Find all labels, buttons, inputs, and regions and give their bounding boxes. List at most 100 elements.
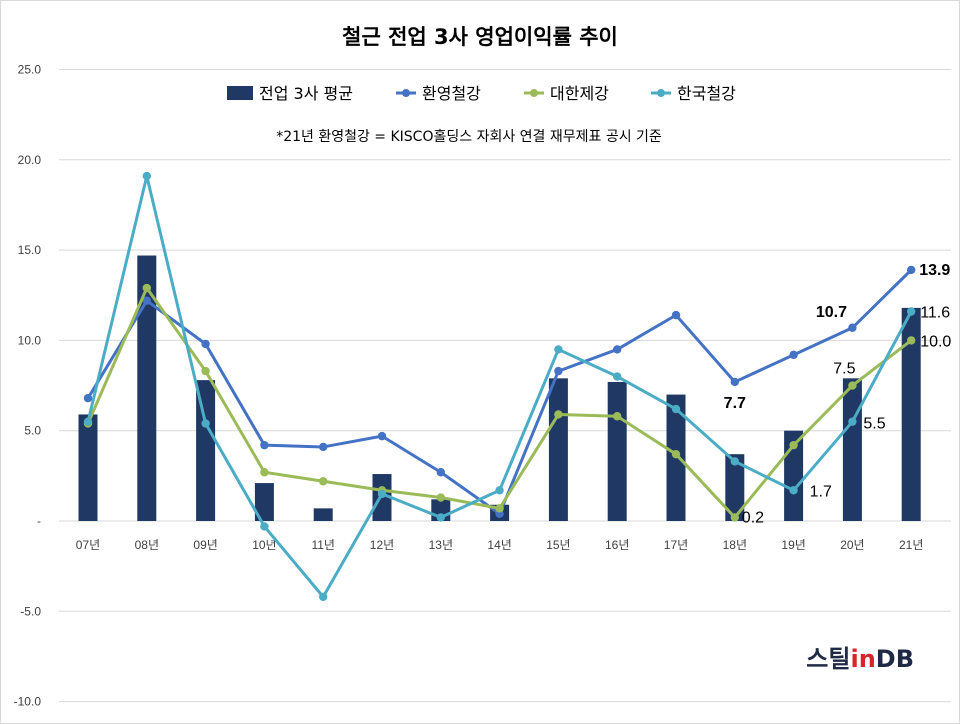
series-point <box>201 339 210 349</box>
bar <box>901 307 921 521</box>
data-label: 1.7 <box>810 483 832 500</box>
y-tick-label: 15.0 <box>18 243 42 257</box>
bar <box>842 378 862 521</box>
y-tick-label: - <box>37 514 41 528</box>
x-tick-label: 19년 <box>781 538 805 552</box>
legend-item: 환영철강 <box>396 84 481 103</box>
data-label: 7.5 <box>833 361 855 378</box>
x-tick-label: 16년 <box>605 538 629 552</box>
legend-item: 전업 3사 평균 <box>227 84 353 103</box>
gridlines <box>59 69 951 703</box>
series-point <box>495 486 504 495</box>
series-point <box>142 171 151 181</box>
bar <box>137 255 157 521</box>
x-tick-label: 08년 <box>135 538 159 552</box>
x-tick-label: 11년 <box>311 538 335 552</box>
data-label: 11.6 <box>920 305 950 322</box>
bar <box>196 380 216 521</box>
series-point <box>554 366 563 376</box>
series-point <box>671 310 681 320</box>
x-tick-label: 14년 <box>487 538 511 552</box>
series-point <box>613 372 622 381</box>
series-point <box>613 412 622 421</box>
series-point <box>319 477 328 486</box>
series-point <box>377 431 387 441</box>
line-series <box>83 171 916 602</box>
data-label: 10.0 <box>920 333 951 350</box>
series-point <box>730 457 739 466</box>
bar <box>254 483 274 521</box>
logo: 스틸inDB <box>806 645 914 673</box>
series-point <box>907 336 916 345</box>
bar <box>313 508 333 521</box>
legend-marker <box>657 89 665 97</box>
series-point <box>436 468 445 477</box>
data-label: 13.9 <box>919 262 950 279</box>
series-point <box>730 513 739 522</box>
series-point <box>613 345 622 354</box>
bar <box>78 414 98 521</box>
legend-item: 대한제강 <box>524 84 609 103</box>
legend-marker <box>530 89 538 97</box>
chart-note: *21년 환영철강 = KISCO홀딩스 자회사 연결 재무제표 공시 기준 <box>276 129 662 145</box>
legend-label: 환영철강 <box>422 84 481 103</box>
series-point <box>495 504 504 513</box>
legend: 전업 3사 평균 환영철강 대한제강 한국철강 <box>227 84 736 103</box>
series-point <box>83 393 93 403</box>
series-point <box>142 296 151 305</box>
series-point <box>142 283 151 293</box>
series-point <box>848 323 857 332</box>
series-point <box>554 345 563 354</box>
series-point <box>436 493 445 502</box>
series-point <box>201 366 210 376</box>
x-tick-label: 07년 <box>76 538 100 552</box>
series-point <box>554 410 563 419</box>
data-label: 7.7 <box>724 395 746 412</box>
series-point <box>789 440 798 450</box>
data-label: 0.2 <box>742 509 764 526</box>
series-point <box>201 419 210 428</box>
y-tick-label: 10.0 <box>18 333 42 347</box>
legend-label: 한국철강 <box>677 84 736 103</box>
bar <box>607 381 627 521</box>
y-tick-label: 25.0 <box>18 63 42 77</box>
series-point <box>907 307 916 316</box>
series-point <box>436 513 445 522</box>
x-tick-label: 17년 <box>664 538 688 552</box>
data-labels: 7.7 10.7 13.9 0.2 7.5 10.0 1.7 5.5 11.6 <box>724 262 952 526</box>
chart-title: 철근 전업 3사 영업이익률 추이 <box>342 25 618 49</box>
series-point <box>671 449 681 459</box>
series-point <box>260 468 269 477</box>
y-tick-label: 5.0 <box>24 424 41 438</box>
x-tick-label: 15년 <box>546 538 570 552</box>
bar-series <box>78 255 921 521</box>
legend-label: 대한제강 <box>550 84 609 103</box>
series-point <box>789 486 798 495</box>
data-label: 5.5 <box>863 416 885 433</box>
y-tick-label: -5.0 <box>20 604 41 618</box>
y-tick-label: 20.0 <box>18 153 42 167</box>
logo-text: 스틸inDB <box>806 645 914 673</box>
x-axis: 07년 08년 09년 10년 11년 12년 13년 14년 15년 16년 17년 18년 19년 2… <box>76 538 924 552</box>
legend-marker <box>402 89 410 97</box>
series-point <box>907 265 916 275</box>
series-point <box>83 417 93 426</box>
series-point <box>848 381 857 390</box>
y-tick-label: -10.0 <box>14 695 42 709</box>
data-label: 10.7 <box>816 304 847 321</box>
x-tick-label: 21년 <box>899 538 923 552</box>
series-point <box>319 442 328 452</box>
y-axis: -10.0-5.0-5.010.015.020.025.0 <box>14 63 42 709</box>
x-tick-label: 12년 <box>370 538 394 552</box>
x-tick-label: 13년 <box>429 538 453 552</box>
x-tick-label: 10년 <box>252 538 276 552</box>
legend-item: 한국철강 <box>651 84 736 103</box>
bar <box>725 454 745 521</box>
x-tick-label: 18년 <box>723 538 747 552</box>
series-point <box>848 417 857 426</box>
series-point <box>377 489 387 499</box>
x-tick-label: 20년 <box>840 538 864 552</box>
legend-label: 전업 3사 평균 <box>259 84 353 103</box>
